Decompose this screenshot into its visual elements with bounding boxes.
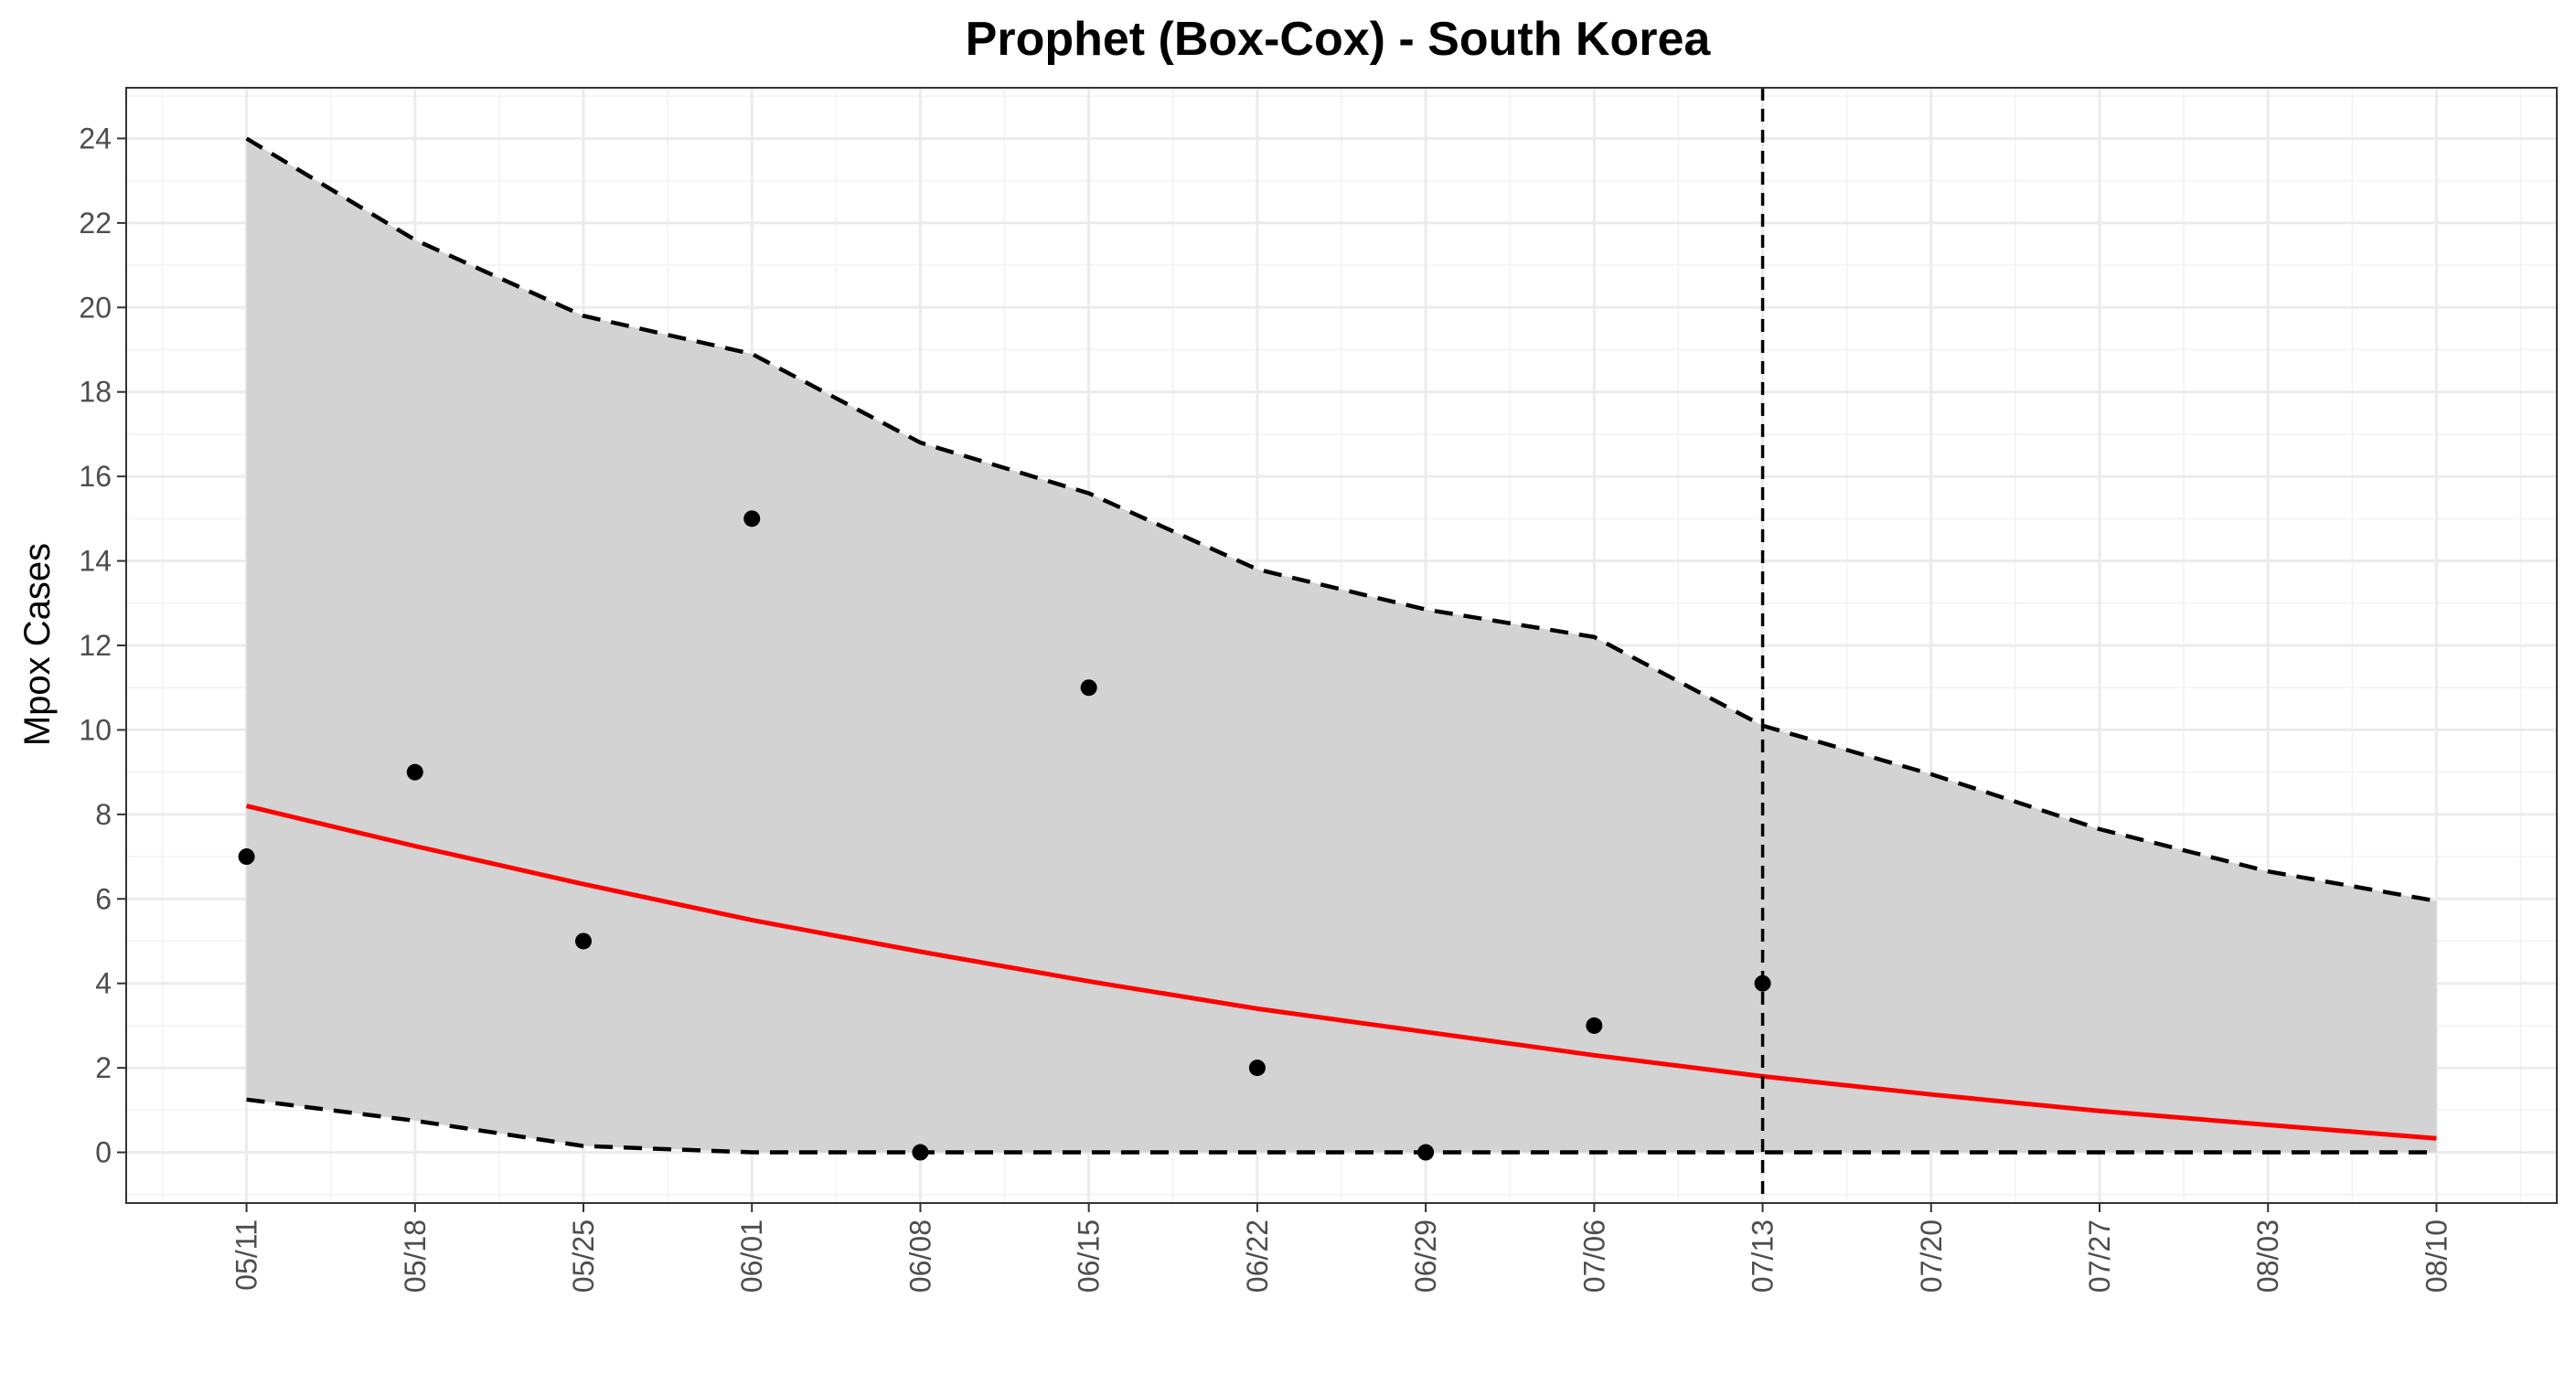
observed-point [1754, 975, 1771, 992]
observed-point [1080, 679, 1097, 697]
x-tick-label: 05/18 [399, 1220, 432, 1293]
x-tick-label: 06/01 [735, 1220, 768, 1293]
y-tick-label: 16 [79, 460, 112, 493]
observed-point [743, 510, 761, 527]
observed-point [575, 932, 593, 950]
y-tick-label: 6 [95, 882, 112, 915]
x-tick-label: 06/22 [1241, 1220, 1274, 1293]
observed-point [1248, 1060, 1266, 1077]
x-tick-label: 05/11 [230, 1220, 263, 1291]
x-tick-label: 08/10 [2420, 1220, 2453, 1293]
y-tick-label: 10 [79, 713, 112, 746]
upper-bound-line [245, 136, 2437, 903]
observed-point [238, 848, 255, 866]
x-tick-label: 07/20 [1915, 1220, 1948, 1293]
y-tick-label: 8 [95, 798, 112, 831]
y-tick-label: 22 [79, 207, 112, 240]
x-tick-label: 05/25 [567, 1220, 600, 1293]
observed-point [1586, 1017, 1603, 1034]
y-tick-label: 4 [95, 967, 112, 1000]
y-tick-label: 2 [95, 1051, 112, 1084]
y-tick-label: 14 [79, 545, 112, 578]
prediction-interval-area [246, 138, 2437, 1153]
x-tick-label: 07/27 [2083, 1220, 2116, 1293]
x-tick-label: 07/06 [1577, 1220, 1610, 1293]
x-tick-label: 07/13 [1747, 1220, 1780, 1293]
y-tick-label: 24 [79, 122, 112, 154]
x-tick-label: 06/29 [1409, 1220, 1442, 1293]
lower-bound-line [246, 1097, 2437, 1155]
series-lines [245, 88, 2437, 1203]
y-tick-label: 0 [95, 1136, 112, 1169]
chart-title: Prophet (Box-Cox) - South Korea [966, 13, 1712, 66]
y-tick-label: 12 [79, 629, 112, 662]
observed-points [238, 510, 1771, 1161]
observed-point [1417, 1144, 1435, 1161]
prediction-band [246, 138, 2437, 1153]
y-tick-label: 20 [79, 291, 112, 324]
x-tick-label: 06/15 [1073, 1220, 1106, 1293]
observed-point [406, 763, 423, 781]
observed-point [912, 1144, 929, 1161]
x-tick-label: 08/03 [2251, 1220, 2284, 1293]
x-tick-label: 06/08 [904, 1220, 937, 1293]
y-axis-label: Mpox Cases [17, 543, 58, 746]
y-tick-label: 18 [79, 376, 112, 409]
forecast-line [246, 804, 2437, 1141]
